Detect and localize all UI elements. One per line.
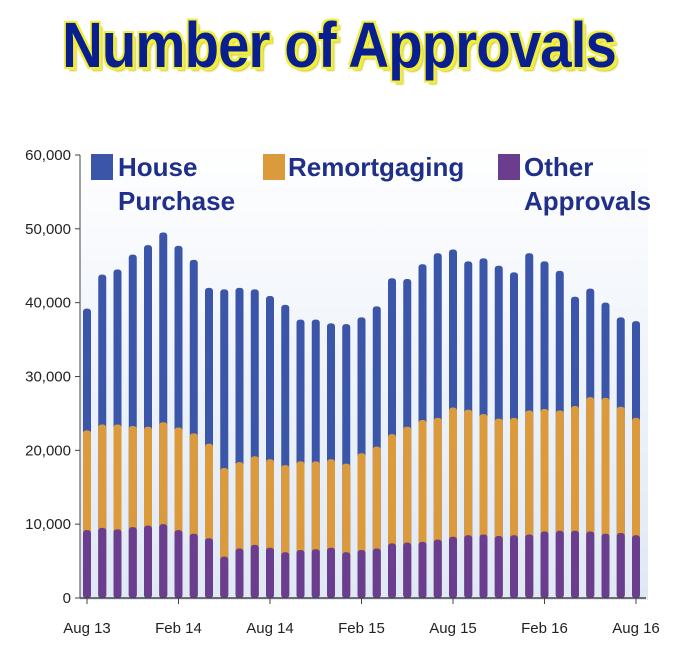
y-tick-label: 10,000 (25, 516, 71, 533)
other-approvals-bar (403, 542, 412, 598)
legend-label: Remortgaging (288, 152, 464, 182)
legend-swatch (263, 154, 285, 180)
other-approvals-bar (616, 533, 625, 598)
y-tick-label: 0 (63, 590, 71, 607)
x-tick-label: Feb 14 (155, 620, 202, 637)
x-tick-label: Feb 15 (338, 620, 385, 637)
x-tick-label: Aug 16 (612, 620, 660, 637)
legend-label: Purchase (118, 186, 235, 216)
other-approvals-bar (540, 531, 549, 598)
x-tick-label: Aug 14 (246, 620, 294, 637)
legend-swatch (91, 154, 113, 180)
other-approvals-bar (388, 543, 396, 598)
other-approvals-bar (205, 538, 213, 598)
other-approvals-bar (189, 533, 198, 598)
other-approvals-bar (311, 549, 320, 598)
other-approvals-bar (128, 527, 137, 598)
other-approvals-bar (555, 530, 564, 598)
other-approvals-bar (174, 530, 183, 598)
other-approvals-bar (632, 535, 640, 598)
other-approvals-bar (418, 541, 427, 598)
x-tick-label: Aug 15 (429, 620, 477, 637)
other-approvals-bar (113, 529, 122, 598)
other-approvals-bar (250, 544, 259, 598)
other-approvals-bar (266, 547, 274, 598)
other-approvals-bar (327, 547, 335, 598)
y-tick-label: 60,000 (25, 147, 71, 164)
legend: House Purchase Remortgaging Other Approvals (91, 152, 651, 216)
other-approvals-bars (83, 524, 640, 598)
legend-swatch (498, 154, 520, 180)
other-approvals-bar (98, 527, 107, 598)
y-tick-label: 20,000 (25, 442, 71, 459)
other-approvals-bar (281, 552, 290, 598)
x-tick-label: Feb 16 (521, 620, 568, 637)
other-approvals-bar (464, 535, 473, 598)
other-approvals-bar (601, 533, 610, 598)
legend-label: Approvals (524, 186, 651, 216)
y-tick-label: 30,000 (25, 369, 71, 386)
y-tick-label: 50,000 (25, 221, 71, 238)
y-tick-label: 40,000 (25, 295, 71, 312)
other-approvals-bar (433, 539, 442, 598)
legend-label: Other (524, 152, 593, 182)
y-axis: 0 10,000 20,000 30,000 40,000 50,000 60,000 (25, 147, 80, 607)
other-approvals-bar (83, 530, 91, 598)
other-approvals-bar (586, 531, 595, 598)
x-axis: Aug 13 Feb 14 Aug 14 Feb 15 Aug 15 Feb 16 Aug … (63, 598, 660, 637)
other-approvals-bar (357, 550, 366, 598)
other-approvals-bar (342, 552, 351, 598)
chart-title: Number of Approvals (62, 9, 617, 81)
other-approvals-bar (449, 536, 457, 598)
other-approvals-bar (296, 550, 305, 598)
other-approvals-bar (525, 534, 534, 598)
other-approvals-bar (235, 548, 244, 598)
other-approvals-bar (510, 535, 518, 598)
other-approvals-bar (479, 534, 488, 598)
other-approvals-bar (220, 556, 229, 598)
other-approvals-bar (571, 530, 579, 598)
x-tick-label: Aug 13 (63, 620, 111, 637)
other-approvals-bar (494, 535, 503, 598)
other-approvals-bar (159, 524, 168, 598)
other-approvals-bar (144, 525, 152, 598)
legend-label: House (118, 152, 197, 182)
other-approvals-bar (372, 548, 381, 598)
